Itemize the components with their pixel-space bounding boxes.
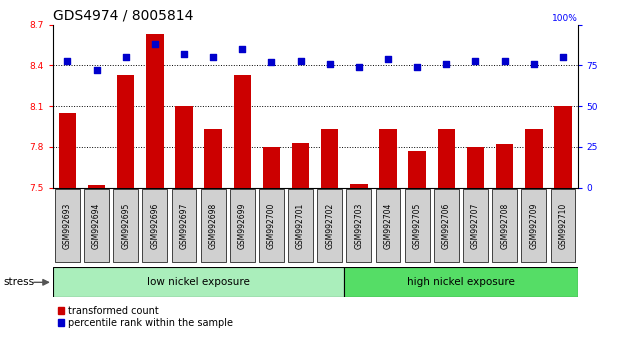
Text: 100%: 100%: [551, 14, 578, 23]
Text: GSM992693: GSM992693: [63, 202, 72, 249]
Text: GSM992707: GSM992707: [471, 202, 480, 249]
Text: GSM992704: GSM992704: [384, 202, 392, 249]
Text: GSM992698: GSM992698: [209, 202, 217, 249]
Text: GSM992710: GSM992710: [558, 202, 568, 249]
FancyBboxPatch shape: [142, 189, 167, 262]
Text: GSM992708: GSM992708: [500, 202, 509, 249]
Text: GSM992702: GSM992702: [325, 202, 334, 249]
FancyBboxPatch shape: [55, 189, 79, 262]
Bar: [117, 75, 134, 188]
FancyBboxPatch shape: [84, 189, 109, 262]
Text: low nickel exposure: low nickel exposure: [147, 277, 250, 287]
Bar: [496, 144, 514, 188]
Point: [471, 58, 481, 63]
Point: [179, 51, 189, 57]
Text: GSM992703: GSM992703: [355, 202, 363, 249]
FancyBboxPatch shape: [376, 189, 401, 262]
Bar: [88, 185, 106, 188]
FancyBboxPatch shape: [347, 189, 371, 262]
Bar: [467, 147, 484, 188]
Point: [208, 55, 218, 60]
Point: [500, 58, 510, 63]
FancyBboxPatch shape: [317, 189, 342, 262]
Bar: [554, 106, 572, 188]
Bar: [525, 129, 543, 188]
FancyBboxPatch shape: [344, 267, 578, 297]
FancyBboxPatch shape: [259, 189, 284, 262]
Text: stress: stress: [3, 277, 34, 287]
Text: GDS4974 / 8005814: GDS4974 / 8005814: [53, 9, 193, 23]
Point: [296, 58, 306, 63]
Point: [354, 64, 364, 70]
FancyBboxPatch shape: [492, 189, 517, 262]
FancyBboxPatch shape: [463, 189, 488, 262]
Point: [325, 61, 335, 67]
Text: high nickel exposure: high nickel exposure: [407, 277, 515, 287]
FancyBboxPatch shape: [551, 189, 575, 262]
Text: GSM992695: GSM992695: [121, 202, 130, 249]
Bar: [58, 113, 76, 188]
Bar: [204, 129, 222, 188]
Point: [383, 56, 393, 62]
Point: [237, 46, 247, 52]
Text: GSM992694: GSM992694: [92, 202, 101, 249]
Point: [150, 41, 160, 47]
Point: [529, 61, 539, 67]
FancyBboxPatch shape: [522, 189, 546, 262]
Legend: transformed count, percentile rank within the sample: transformed count, percentile rank withi…: [58, 306, 233, 328]
Text: GSM992706: GSM992706: [442, 202, 451, 249]
Bar: [263, 147, 280, 188]
Point: [412, 64, 422, 70]
Text: GSM992699: GSM992699: [238, 202, 247, 249]
Point: [442, 61, 451, 67]
Bar: [233, 75, 251, 188]
Point: [558, 55, 568, 60]
Point: [266, 59, 276, 65]
FancyBboxPatch shape: [171, 189, 196, 262]
FancyBboxPatch shape: [405, 189, 430, 262]
Text: GSM992705: GSM992705: [413, 202, 422, 249]
Text: GSM992697: GSM992697: [179, 202, 188, 249]
FancyBboxPatch shape: [53, 267, 344, 297]
Text: GSM992700: GSM992700: [267, 202, 276, 249]
Bar: [321, 129, 338, 188]
Text: GSM992696: GSM992696: [150, 202, 160, 249]
Bar: [409, 151, 426, 188]
FancyBboxPatch shape: [288, 189, 313, 262]
FancyBboxPatch shape: [230, 189, 255, 262]
Bar: [175, 106, 193, 188]
FancyBboxPatch shape: [201, 189, 225, 262]
Bar: [438, 129, 455, 188]
Point: [91, 68, 101, 73]
Text: GSM992701: GSM992701: [296, 202, 305, 249]
Point: [62, 58, 72, 63]
Point: [120, 55, 130, 60]
Text: GSM992709: GSM992709: [529, 202, 538, 249]
Bar: [292, 143, 309, 188]
FancyBboxPatch shape: [434, 189, 459, 262]
Bar: [379, 129, 397, 188]
Bar: [350, 183, 368, 188]
Bar: [146, 34, 163, 188]
FancyBboxPatch shape: [113, 189, 138, 262]
